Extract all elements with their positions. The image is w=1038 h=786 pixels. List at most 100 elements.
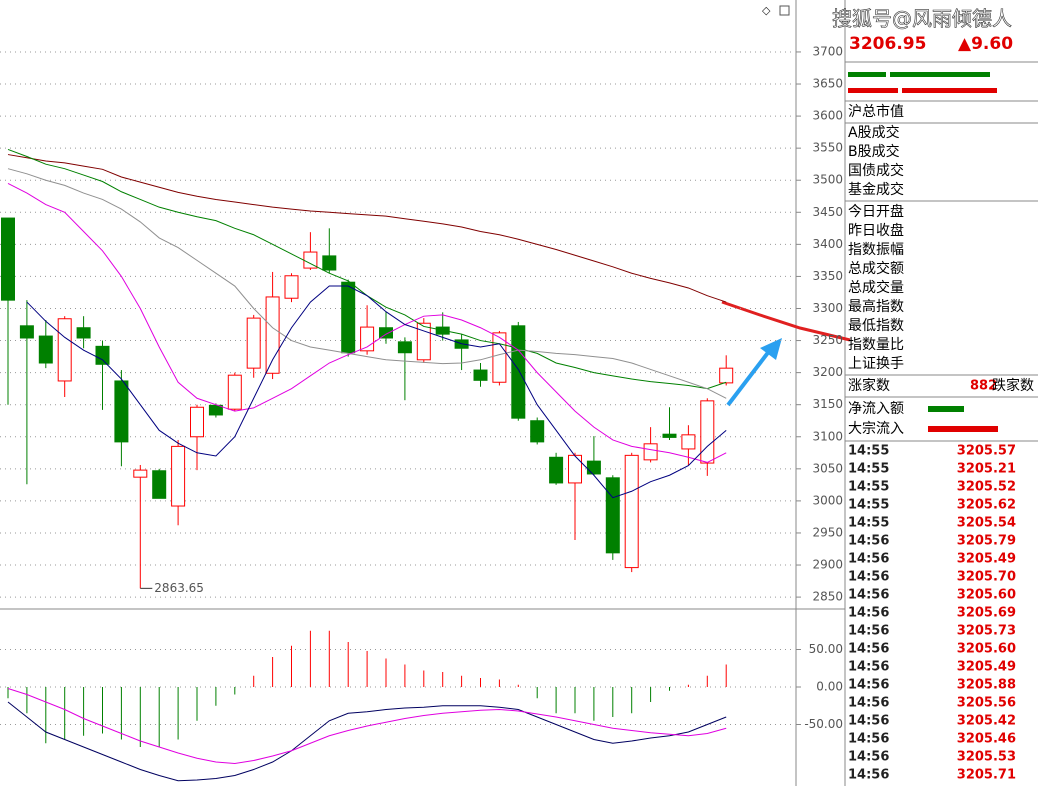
y-tick-label: 3500 xyxy=(812,173,843,187)
candle-body xyxy=(284,275,299,299)
candle-body xyxy=(605,477,620,554)
y-tick-label: 2850 xyxy=(812,590,843,604)
tick-price: 3205.79 xyxy=(957,534,1016,549)
stat-label: 指数振幅 xyxy=(848,242,904,258)
candle-body xyxy=(133,469,148,478)
drawn-arrow xyxy=(726,348,772,407)
bar xyxy=(928,426,998,432)
candle-body xyxy=(719,367,734,384)
down-label: 跌家数 xyxy=(992,377,1034,394)
stat-label: A股成交 xyxy=(848,124,900,141)
bar xyxy=(848,72,886,77)
tick-price: 3205.21 xyxy=(957,462,1016,477)
ma-line xyxy=(7,701,727,782)
candle-body xyxy=(1,217,15,301)
tick-price: 3205.53 xyxy=(957,750,1016,765)
candle-body xyxy=(511,325,526,419)
y-tick-label: 3600 xyxy=(812,109,843,123)
tick-time: 14:56 xyxy=(848,570,889,585)
candle-body xyxy=(379,327,393,339)
stat-label: 今日开盘 xyxy=(848,203,904,220)
stat-label: 上证换手 xyxy=(848,355,904,372)
y-tick-label: 2900 xyxy=(812,558,843,572)
stat-label: 基金成交 xyxy=(848,181,904,198)
tick-time: 14:55 xyxy=(848,480,889,495)
candle-body xyxy=(700,400,715,464)
tick-price: 3205.88 xyxy=(957,678,1016,693)
tick-price: 3205.52 xyxy=(957,480,1016,495)
stat-label: 总成交额 xyxy=(848,260,904,277)
tick-time: 14:56 xyxy=(848,696,889,711)
candle-body xyxy=(171,445,186,507)
candle-body xyxy=(76,327,91,339)
candle-body xyxy=(57,318,72,382)
tick-price: 3205.46 xyxy=(957,732,1016,747)
y-tick-label: 50.00 xyxy=(809,642,843,656)
tick-time: 14:56 xyxy=(848,588,889,603)
up-label: 涨家数 xyxy=(848,377,890,394)
tick-time: 14:56 xyxy=(848,732,889,747)
y-tick-label: 3050 xyxy=(812,461,843,475)
candle-body xyxy=(265,296,280,374)
arrow-head xyxy=(760,338,782,360)
stat-label: 指数量比 xyxy=(848,337,904,353)
tick-time: 14:56 xyxy=(848,642,889,657)
candle-body xyxy=(662,433,677,438)
stat-label: 沪总市值 xyxy=(848,103,904,120)
stat-label: 总成交量 xyxy=(848,279,904,296)
y-tick-label: 3150 xyxy=(812,397,843,411)
icon: ◇ xyxy=(762,4,771,17)
tick-time: 14:55 xyxy=(848,462,889,477)
tick-price: 3205.70 xyxy=(957,570,1016,585)
ma-line xyxy=(7,154,727,303)
tick-price: 3205.73 xyxy=(957,624,1016,639)
y-tick-label: 3350 xyxy=(812,269,843,283)
tick-time: 14:55 xyxy=(848,498,889,513)
candle-body xyxy=(643,443,658,461)
y-tick-label: 3400 xyxy=(812,237,843,251)
tick-price: 3205.49 xyxy=(957,660,1016,675)
stat-label: B股成交 xyxy=(848,143,900,160)
candle-body xyxy=(624,454,639,569)
side-panel: 搜狐号@风雨倾德人 3206.95 ▲9.60 涨家数 882 跌家数 xyxy=(832,6,1038,442)
tick-time: 14:55 xyxy=(848,444,889,459)
y-tick-label: 3300 xyxy=(812,301,843,315)
tick-price: 3205.42 xyxy=(957,714,1016,729)
tick-time: 14:56 xyxy=(848,750,889,765)
candle-body xyxy=(530,420,545,443)
stat-label: 最高指数 xyxy=(848,298,904,315)
ma-line xyxy=(7,688,727,765)
ma-line xyxy=(7,182,727,463)
low-label: 2863.65 xyxy=(154,581,204,595)
tick-price: 3205.57 xyxy=(957,444,1016,459)
candle-body xyxy=(568,454,582,484)
candle-body xyxy=(38,335,53,364)
y-tick-label: 3000 xyxy=(812,493,843,507)
y-tick-label: 3450 xyxy=(812,205,843,219)
stat-label: 国债成交 xyxy=(848,162,904,179)
y-tick-label: 0.00 xyxy=(816,680,843,694)
y-tick-label: 3650 xyxy=(812,77,843,91)
y-tick-label: 3700 xyxy=(812,44,843,58)
change: ▲9.60 xyxy=(958,34,1013,54)
candle-body xyxy=(19,325,34,339)
stat-label: 昨日收盘 xyxy=(848,222,904,239)
bar xyxy=(848,88,898,93)
tick-time: 14:56 xyxy=(848,714,889,729)
icon xyxy=(779,5,790,16)
bar xyxy=(890,72,990,77)
tick-time: 14:56 xyxy=(848,768,889,783)
watermark: 搜狐号@风雨倾德人 xyxy=(832,7,1012,31)
candle-body xyxy=(492,332,507,383)
candle-body xyxy=(586,460,601,475)
y-tick-label: 3100 xyxy=(812,429,843,443)
tick-price: 3205.54 xyxy=(957,516,1016,531)
candle-body xyxy=(549,456,564,484)
candle-body xyxy=(114,380,129,443)
tick-time: 14:56 xyxy=(848,606,889,621)
price: 3206.95 xyxy=(849,34,926,54)
candle-body xyxy=(416,322,431,361)
y-tick-label: -50.00 xyxy=(804,717,843,731)
candle-body xyxy=(341,281,356,354)
